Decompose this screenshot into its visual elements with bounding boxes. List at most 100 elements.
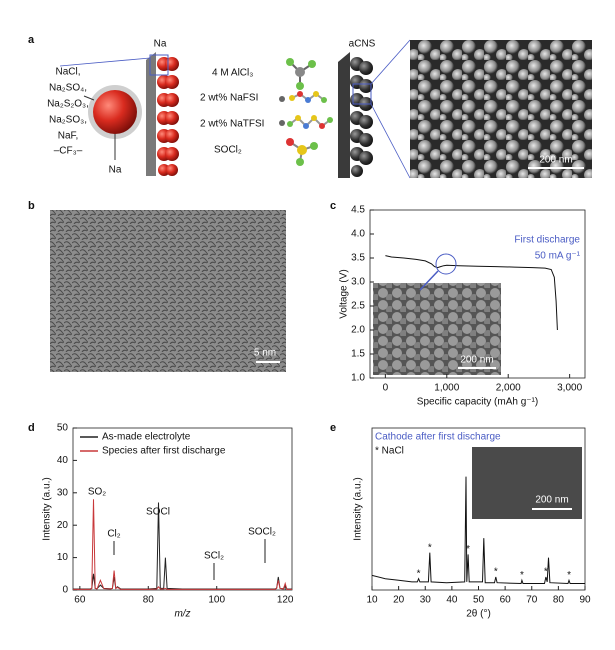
plot-frame xyxy=(72,427,293,591)
zoom-line xyxy=(370,103,411,179)
x-axis-label: Specific capacity (mAh g⁻¹) xyxy=(417,397,538,408)
x-tick-label: 70 xyxy=(526,595,538,606)
y-tick-label: 4.5 xyxy=(351,205,365,216)
na-sphere xyxy=(93,90,137,134)
x-tick-label: 30 xyxy=(420,595,432,606)
y-tick-label: 4.0 xyxy=(351,229,365,240)
x-axis-label: 2θ (°) xyxy=(466,609,491,620)
anion-text: NaF, xyxy=(58,131,79,142)
panel-label: c xyxy=(330,200,336,212)
anion-text: NaCl, xyxy=(55,67,80,78)
y-tick-label: 30 xyxy=(57,487,69,498)
pointer xyxy=(419,270,439,291)
y-tick-label: 3.0 xyxy=(351,277,365,288)
data-line xyxy=(371,476,585,585)
cathode-slab xyxy=(338,52,350,178)
data-line xyxy=(385,255,558,331)
y-tick-label: 10 xyxy=(57,552,69,563)
data-line xyxy=(73,502,292,590)
x-tick-label: 2,000 xyxy=(496,383,521,394)
highlight-circle xyxy=(435,253,457,275)
peak-label: SOCl xyxy=(146,507,170,518)
x-tick-label: 80 xyxy=(553,595,565,606)
x-tick-label: 20 xyxy=(393,595,405,606)
peak-marker: * xyxy=(494,567,498,578)
cathode-spheres xyxy=(350,57,373,177)
anion-list: NaCl, Na₂SO₄, Na₂S₂O₃, Na₂SO₃, NaF, –CF₃… xyxy=(47,67,89,157)
x-tick-label: 80 xyxy=(143,595,155,606)
cathode-label: aCNS xyxy=(349,39,376,50)
sphere-label: Na xyxy=(109,165,122,176)
anode-slab xyxy=(146,52,156,176)
zoom-box xyxy=(352,83,372,105)
y-axis-label: Intensity (a.u.) xyxy=(353,477,364,540)
x-tick-label: 60 xyxy=(74,595,86,606)
inset-image xyxy=(373,283,501,375)
electrolyte-text: SOCl₂ xyxy=(214,145,242,156)
x-tick-label: 50 xyxy=(473,595,485,606)
x-tick-label: 120 xyxy=(277,595,294,606)
panel-label: d xyxy=(28,422,35,434)
peak-marker: * xyxy=(417,568,421,579)
anion-text: Na₂SO₄, xyxy=(49,83,87,94)
anode-label: Na xyxy=(154,39,167,50)
annotation: First discharge xyxy=(514,235,580,246)
peak-label: SOCl₂ xyxy=(248,527,276,538)
peak-label: Cl₂ xyxy=(107,529,120,540)
y-tick-label: 40 xyxy=(57,455,69,466)
electrolyte-text: 4 M AlCl₃ xyxy=(212,68,253,79)
zoom-line xyxy=(370,39,411,85)
scale-bar-label: 200 nm xyxy=(539,155,572,166)
panel-label: e xyxy=(330,422,336,434)
x-tick-label: 60 xyxy=(500,595,512,606)
molecules xyxy=(279,58,333,166)
pointer xyxy=(83,95,95,101)
y-tick-label: 3.5 xyxy=(351,253,365,264)
y-tick-label: 20 xyxy=(57,520,69,531)
zoom-line xyxy=(59,57,151,67)
y-tick-label: 2.0 xyxy=(351,325,365,336)
x-tick-label: 90 xyxy=(579,595,591,606)
legend-note: * NaCl xyxy=(375,446,404,457)
plot-frame xyxy=(369,209,586,379)
anion-text: Na₂S₂O₃, xyxy=(47,99,89,110)
y-tick-label: 1.0 xyxy=(351,373,365,384)
y-axis-label: Intensity (a.u.) xyxy=(42,477,53,540)
scale-bar-label: 200 nm xyxy=(460,355,493,366)
peak-marker: * xyxy=(520,570,524,581)
panel-label: a xyxy=(28,34,35,46)
peak-label: SO₂ xyxy=(88,487,106,498)
annotation: 50 mA g⁻¹ xyxy=(535,251,581,262)
legend-label: Species after first discharge xyxy=(102,446,226,457)
x-tick-label: 10 xyxy=(366,595,378,606)
data-line xyxy=(73,499,292,590)
anion-text: –CF₃– xyxy=(54,146,83,157)
y-tick-label: 2.5 xyxy=(351,301,365,312)
y-tick-label: 0 xyxy=(62,585,68,596)
zoom-box xyxy=(149,54,169,76)
x-tick-label: 0 xyxy=(383,383,389,394)
x-tick-label: 1,000 xyxy=(434,383,459,394)
electrolyte-text: 2 wt% NaFSI xyxy=(200,93,258,104)
peak-marker: * xyxy=(567,570,571,581)
inset-image xyxy=(472,447,582,519)
x-tick-label: 40 xyxy=(446,595,458,606)
x-axis-label: m/z xyxy=(174,609,190,620)
x-tick-label: 100 xyxy=(208,595,225,606)
peak-label: SCl₂ xyxy=(204,551,224,562)
legend-label: As-made electrolyte xyxy=(102,432,191,443)
sem-image xyxy=(410,40,592,178)
electrolyte-text: 2 wt% NaTFSI xyxy=(200,119,264,130)
scale-bar-label: 5 nm xyxy=(254,348,276,359)
x-tick-label: 3,000 xyxy=(557,383,582,394)
y-tick-label: 1.5 xyxy=(351,349,365,360)
panel-label: b xyxy=(28,200,35,212)
peak-marker: * xyxy=(428,542,432,553)
legend-title: Cathode after first discharge xyxy=(375,432,501,443)
y-tick-label: 50 xyxy=(57,423,69,434)
tem-image xyxy=(50,210,286,372)
scale-bar-label: 200 nm xyxy=(535,495,568,506)
y-axis-label: Voltage (V) xyxy=(339,269,350,318)
anion-text: Na₂SO₃, xyxy=(49,115,87,126)
